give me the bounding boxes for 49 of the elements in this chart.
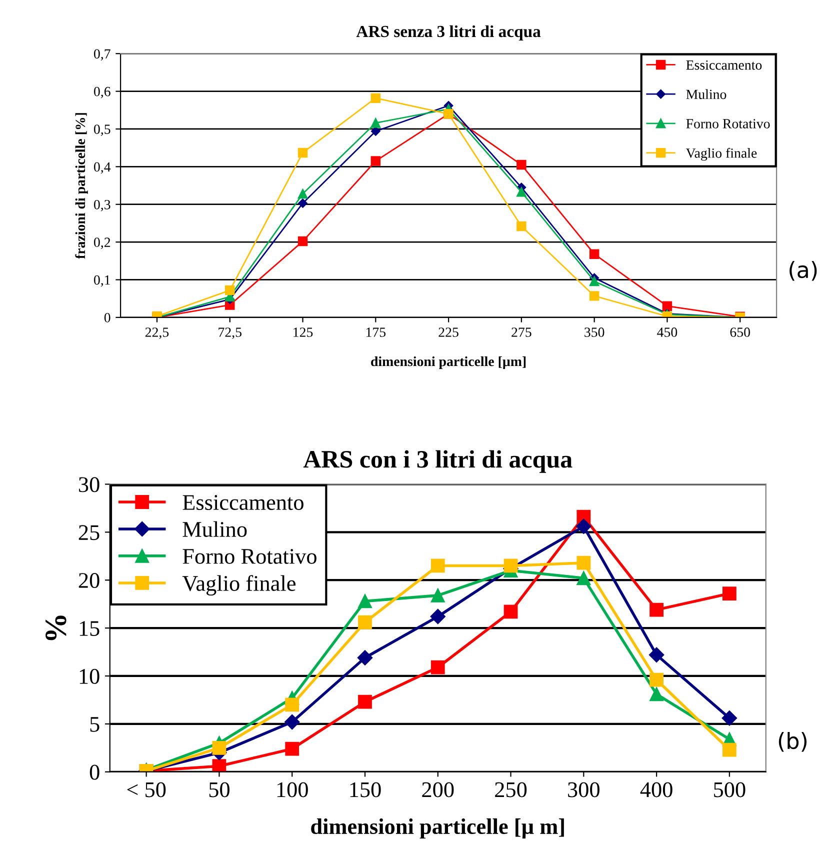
legend-label: Forno Rotativo: [686, 119, 770, 128]
y-tick-label: 10: [80, 668, 100, 684]
text: (a): [790, 260, 817, 281]
chart-title: ARS senza 3 litri di acqua: [356, 25, 541, 40]
x-tick-label: 350: [584, 328, 604, 337]
legend-label: Forno Rotativo: [182, 548, 316, 564]
y-tick-label: 15: [80, 621, 100, 636]
chart-title: ARS con i 3 litri di acqua: [303, 450, 572, 473]
y-tick-label: 0,2: [94, 238, 110, 250]
x-tick-label: 450: [657, 328, 678, 337]
x-tick-label: 50: [209, 782, 230, 798]
y-tick-label: 0,4: [94, 162, 111, 174]
y-tick-label: 0,7: [94, 49, 110, 61]
x-tick-label: 150: [350, 782, 381, 798]
legend-label: Vaglio finale: [182, 575, 296, 596]
text: (b): [778, 732, 807, 752]
y-tick-label: 30: [79, 477, 100, 492]
y-axis-title: %: [46, 616, 66, 640]
y-tick-label: 25: [78, 525, 100, 540]
x-tick-label: < 50: [127, 782, 166, 798]
x-tick-label: 275: [512, 328, 532, 337]
y-tick-label: 0,1: [94, 275, 110, 287]
y-tick-label: 20: [78, 573, 100, 588]
y-tick-label: 0,3: [94, 200, 110, 212]
x-tick-label: 72,5: [218, 328, 242, 339]
legend-label: Essiccamento: [182, 495, 304, 510]
x-tick-label: 125: [294, 328, 313, 337]
x-tick-label: 100: [277, 782, 308, 798]
legend-label: Mulino: [686, 89, 726, 100]
y-tick-label: 5: [90, 717, 100, 732]
x-tick-label: 400: [640, 782, 672, 798]
legend-label: Essiccamento: [686, 60, 762, 70]
x-tick-label: 500: [714, 782, 746, 798]
x-tick-label: 200: [422, 782, 454, 798]
x-tick-label: 300: [568, 782, 600, 798]
y-tick-label: 0: [90, 764, 100, 780]
x-tick-label: 175: [366, 328, 386, 337]
x-tick-label: 250: [495, 782, 527, 798]
y-axis-title: frazioni di particelle [%]: [75, 113, 88, 259]
x-axis-title: dimensioni particelle [µm]: [371, 356, 526, 370]
y-tick-label: 0,5: [94, 124, 110, 136]
y-tick-label: 0,6: [94, 86, 110, 98]
legend-label: Vaglio finale: [686, 148, 757, 161]
x-tick-label: 22,5: [145, 328, 169, 339]
y-tick-label: 0: [104, 313, 110, 322]
legend-label: Mulino: [182, 521, 247, 537]
x-tick-label: 225: [438, 328, 458, 337]
x-tick-label: 650: [730, 328, 750, 337]
x-axis-title: dimensioni particelle [µ m]: [311, 818, 564, 839]
